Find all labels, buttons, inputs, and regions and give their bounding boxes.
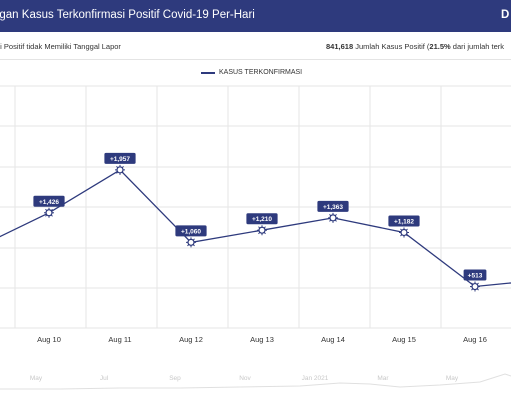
summary-row: masi Positif tidak Memiliki Tanggal Lapo… [0,32,511,60]
total-positive-value: 841,618 [326,42,354,51]
data-point-marker[interactable] [257,225,267,236]
data-label: +1,182 [394,218,414,225]
line-chart: Aug 10 Aug 11 Aug 12 Aug 13 Aug 14 Aug 15 Aug … [0,85,511,344]
data-label-box [175,225,207,237]
chart-title: ngan Kasus Terkonfirmasi Positif Covid-1… [0,9,255,21]
x-tick-label: Aug 12 [179,335,203,344]
data-label: +1,957 [110,156,130,163]
data-label: +1,060 [181,228,201,235]
navigator-label: May [446,375,459,382]
navigator-label: Jul [100,375,109,382]
navigator-series [0,373,511,390]
data-point-marker[interactable] [470,281,480,292]
navigator-label: Jan 2021 [302,375,329,382]
navigator-label: Nov [239,375,251,382]
x-tick-label: Aug 15 [392,335,416,344]
navigator-label: Mar [377,375,389,382]
series-line [0,169,511,288]
navigator-label: Sep [169,375,181,382]
data-label-box [388,215,420,227]
x-tick-label: Aug 16 [463,335,487,344]
range-navigator[interactable]: May Jul Sep Nov Jan 2021 Mar May [0,360,511,400]
data-label: +1,426 [39,199,59,206]
total-positive-text-b: dari jumlah terk [450,42,505,51]
chart-legend[interactable]: KASUS TERKONFIRMASI [201,69,302,76]
data-point-marker[interactable] [186,237,196,248]
data-point-marker[interactable] [399,227,409,238]
total-positive-pct: 21.5% [429,42,451,51]
navigator-label: May [30,375,43,382]
note-total-positive: 841,618 Jumlah Kasus Positif (21.5% dari… [326,42,504,51]
header-badge[interactable]: D [501,9,510,21]
data-point-marker[interactable] [328,212,338,223]
x-tick-label: Aug 11 [108,335,131,344]
data-label-box [317,200,349,212]
data-label-box [104,152,136,164]
chart-header: ngan Kasus Terkonfirmasi Positif Covid-1… [0,0,511,32]
legend-label: KASUS TERKONFIRMASI [219,69,303,76]
data-label: +513 [468,273,483,280]
x-tick-label: Aug 14 [321,335,345,344]
x-tick-label: Aug 13 [250,335,274,344]
data-point-marker[interactable] [115,164,125,175]
total-positive-text-a: Jumlah Kasus Positif ( [353,42,430,51]
data-label-box [246,213,278,225]
note-no-date: masi Positif tidak Memiliki Tanggal Lapo… [0,42,121,51]
x-tick-label: Aug 10 [37,335,61,344]
navigator-sparkline: May Jul Sep Nov Jan 2021 Mar May [0,373,511,390]
data-point-marker[interactable] [44,207,54,218]
data-label: +1,363 [323,204,343,211]
legend-swatch [201,71,215,74]
data-label-box [33,195,65,207]
data-label-box [463,269,487,281]
data-label: +1,210 [252,216,272,223]
